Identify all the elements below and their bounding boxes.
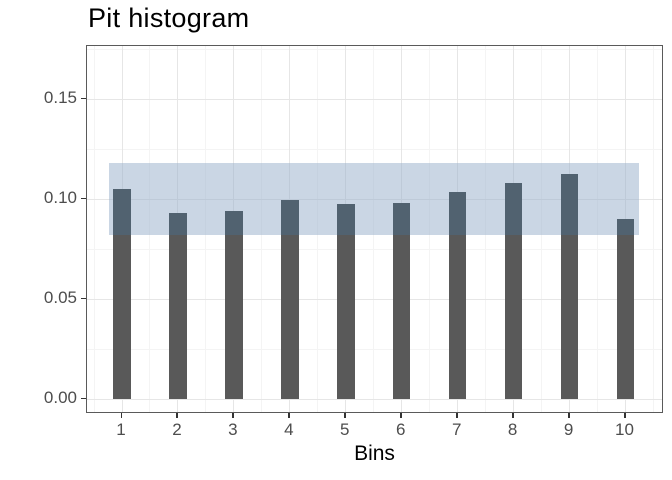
y-tick bbox=[81, 97, 86, 99]
histogram-bar bbox=[392, 203, 411, 399]
y-minor-gridline bbox=[87, 148, 662, 150]
histogram-bar bbox=[616, 219, 635, 399]
x-tick-label: 9 bbox=[563, 420, 574, 439]
x-tick-label: 4 bbox=[284, 420, 294, 439]
x-tick-label: 7 bbox=[451, 420, 462, 439]
x-tick bbox=[568, 413, 570, 418]
y-tick-label: 0.00 bbox=[43, 388, 77, 407]
x-minor-gridline bbox=[93, 46, 95, 412]
y-minor-gridline bbox=[87, 348, 662, 350]
y-major-gridline bbox=[87, 398, 662, 400]
y-tick bbox=[81, 197, 86, 199]
x-tick bbox=[120, 413, 123, 418]
chart-title: Pit histogram bbox=[88, 3, 250, 33]
x-tick bbox=[624, 413, 626, 418]
plot-panel bbox=[86, 45, 663, 413]
plot-area bbox=[87, 46, 662, 412]
y-major-gridline bbox=[87, 98, 662, 100]
x-tick bbox=[176, 413, 178, 418]
histogram-bar bbox=[337, 204, 355, 399]
histogram-bar bbox=[504, 183, 523, 399]
x-tick bbox=[288, 413, 290, 418]
y-tick-label: 0.10 bbox=[43, 188, 77, 207]
x-tick-label: 10 bbox=[615, 420, 634, 439]
x-tick-label: 8 bbox=[507, 420, 518, 439]
y-tick bbox=[81, 397, 86, 399]
y-tick-label: 0.05 bbox=[43, 288, 77, 307]
y-tick bbox=[81, 297, 86, 299]
histogram-bar bbox=[281, 200, 299, 399]
x-tick bbox=[232, 413, 234, 418]
x-tick bbox=[512, 413, 514, 418]
histogram-bar bbox=[560, 174, 579, 399]
x-tick-label: 2 bbox=[172, 420, 182, 439]
x-tick-label: 6 bbox=[396, 420, 406, 439]
x-minor-gridline bbox=[652, 46, 654, 412]
y-minor-gridline bbox=[87, 248, 662, 250]
histogram-bar bbox=[448, 192, 467, 399]
histogram-bar bbox=[113, 189, 131, 399]
confidence-band bbox=[109, 163, 639, 235]
x-tick-label: 3 bbox=[228, 420, 238, 439]
x-tick bbox=[344, 413, 346, 418]
x-tick bbox=[456, 413, 458, 418]
y-major-gridline bbox=[87, 298, 662, 300]
x-tick bbox=[400, 413, 402, 418]
histogram-bar bbox=[169, 213, 187, 399]
x-tick-label: 5 bbox=[340, 420, 350, 439]
histogram-bar bbox=[225, 211, 243, 399]
x-tick-label: 1 bbox=[116, 420, 126, 439]
y-tick-label: 0.15 bbox=[43, 88, 77, 107]
y-minor-gridline bbox=[87, 48, 662, 50]
x-axis-title: Bins bbox=[354, 442, 395, 465]
